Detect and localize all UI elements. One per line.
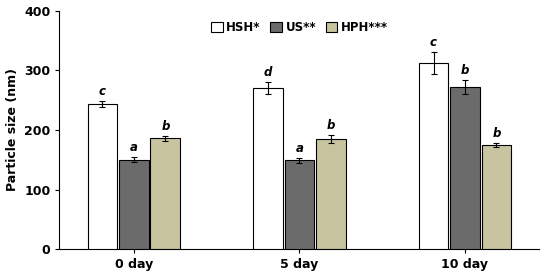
- Text: b: b: [326, 119, 335, 132]
- Text: b: b: [492, 127, 501, 140]
- Bar: [284, 160, 314, 249]
- Bar: [419, 63, 449, 249]
- Y-axis label: Particle size (nm): Particle size (nm): [5, 68, 19, 191]
- Legend: HSH*, US**, HPH***: HSH*, US**, HPH***: [206, 16, 393, 39]
- Bar: [481, 145, 511, 249]
- Bar: [316, 139, 346, 249]
- Bar: [150, 138, 180, 249]
- Bar: [88, 104, 117, 249]
- Text: b: b: [461, 64, 469, 77]
- Text: c: c: [99, 85, 106, 98]
- Bar: [450, 87, 480, 249]
- Text: a: a: [295, 142, 304, 155]
- Bar: [253, 88, 283, 249]
- Text: b: b: [161, 120, 169, 133]
- Text: c: c: [430, 36, 437, 49]
- Text: a: a: [130, 142, 138, 155]
- Bar: [119, 160, 149, 249]
- Text: d: d: [264, 66, 272, 79]
